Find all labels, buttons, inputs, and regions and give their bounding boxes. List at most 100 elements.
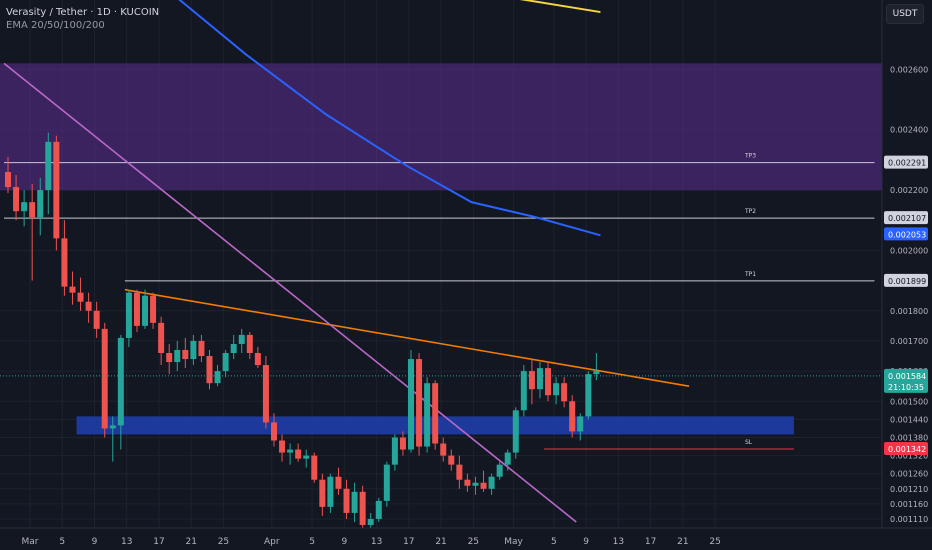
candle [61, 238, 68, 287]
x-tick-label: 5 [551, 537, 557, 547]
candle [133, 292, 140, 326]
candle [416, 359, 423, 447]
candle [182, 349, 189, 360]
countdown-text: 21:10:35 [888, 383, 924, 392]
level-price-badge [884, 441, 928, 455]
candle [399, 437, 406, 450]
candle [158, 322, 165, 354]
x-tick-label: 17 [153, 537, 164, 547]
y-tick-label: 0.002000 [890, 246, 928, 255]
candle [254, 353, 261, 366]
x-tick-label: Mar [22, 537, 39, 547]
candle [93, 310, 100, 329]
x-tick-label: 13 [121, 537, 132, 547]
last-price-text: 0.001584 [888, 372, 926, 381]
candle [29, 202, 36, 218]
candle [53, 141, 60, 239]
candle [585, 374, 592, 417]
x-tick-label: 21 [435, 537, 446, 547]
candle [424, 383, 431, 447]
y-tick-label: 0.001110 [890, 515, 928, 524]
x-tick-label: 21 [185, 537, 196, 547]
candle [85, 301, 92, 311]
candle [77, 292, 84, 302]
y-tick-label: 0.001210 [890, 485, 928, 494]
candle [367, 518, 374, 525]
candle [512, 410, 519, 453]
chart-legend: Verasity / Tether · 1D · KUCOIN EMA 20/5… [6, 6, 159, 32]
candle [472, 482, 479, 486]
candle [520, 371, 527, 411]
candle [496, 464, 503, 477]
candle [319, 479, 326, 507]
candle [359, 491, 366, 525]
level-label-tp2: TP2 [744, 208, 756, 215]
x-tick-label: 9 [341, 537, 347, 547]
ema-price-text: 0.002053 [888, 230, 926, 239]
candle [408, 359, 414, 450]
candle [150, 295, 157, 323]
x-tick-label: Apr [264, 537, 280, 547]
candle [198, 340, 205, 357]
candle [21, 202, 28, 212]
candle [456, 464, 463, 480]
y-tick-label: 0.001320 [890, 452, 928, 461]
candle [37, 190, 44, 218]
candle [488, 476, 495, 489]
candle [246, 334, 253, 354]
y-tick-label: 0.001440 [890, 415, 928, 424]
candle [440, 443, 447, 456]
candle [536, 368, 543, 390]
level-price-text: 0.002291 [888, 159, 926, 168]
candle [375, 500, 382, 519]
candle [69, 286, 76, 293]
candle [504, 452, 511, 465]
level-label-sl: SL [745, 439, 753, 446]
supply-zone [0, 63, 882, 191]
candle [125, 292, 132, 338]
level-label-tp3: TP3 [744, 153, 756, 160]
candle [270, 422, 277, 441]
candle [142, 295, 149, 326]
candle [174, 349, 181, 363]
x-tick-label: 5 [309, 537, 315, 547]
candle [553, 383, 560, 396]
x-tick-label: 9 [92, 537, 98, 547]
time-axis [0, 528, 932, 550]
candle [262, 365, 269, 423]
level-price-badge [884, 273, 928, 287]
candle [101, 328, 108, 429]
candle [593, 371, 600, 375]
candle [190, 340, 197, 360]
candle [279, 440, 286, 453]
candle [206, 356, 213, 384]
ema-price-badge [884, 227, 928, 241]
candle [351, 491, 358, 513]
y-tick-label: 0.001160 [890, 500, 928, 509]
candle [577, 416, 584, 432]
x-tick-label: 13 [371, 537, 382, 547]
candle [5, 171, 11, 188]
candle [327, 476, 334, 507]
x-tick-label: 9 [583, 537, 589, 547]
y-tick-label: 0.002600 [890, 65, 928, 74]
candle [295, 449, 302, 459]
candle [464, 479, 471, 486]
level-price-badge [884, 211, 928, 225]
candle [343, 488, 350, 513]
level-label-tp1: TP1 [744, 271, 756, 278]
currency-button[interactable]: USDT [886, 4, 924, 24]
candle [214, 371, 221, 384]
level-price-text: 0.001342 [888, 445, 926, 454]
candle [335, 476, 342, 489]
candle [13, 187, 20, 212]
candle [528, 371, 535, 390]
candle [569, 401, 576, 432]
level-price-text: 0.002107 [888, 214, 926, 223]
candle [311, 455, 318, 480]
candle [561, 383, 568, 402]
y-tick-label: 0.002200 [890, 186, 928, 195]
candle [287, 449, 294, 453]
x-tick-label: 13 [613, 537, 624, 547]
